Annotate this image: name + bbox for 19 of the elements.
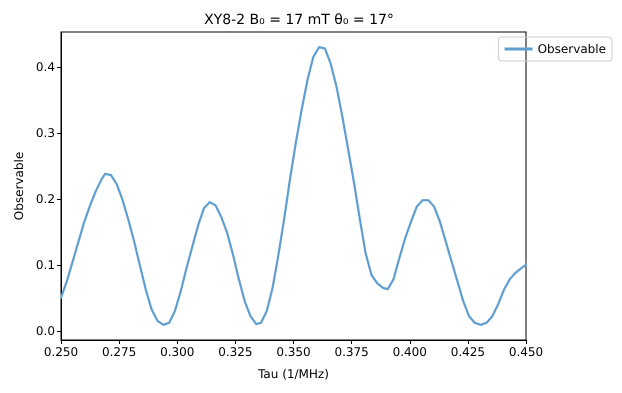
- line-series: [60, 46, 528, 326]
- x-tick-label: 0.275: [102, 345, 136, 359]
- y-tick-label: 0.3: [36, 126, 55, 140]
- legend-label: Observable: [538, 42, 606, 56]
- y-tick-label: 0.1: [36, 258, 55, 272]
- y-tick-label: 0.4: [36, 60, 55, 74]
- x-tick-label: 0.425: [450, 345, 486, 359]
- x-tick-label: 0.325: [218, 345, 253, 359]
- y-tick-label: 0.0: [36, 324, 55, 338]
- x-tick-label: 0.375: [334, 345, 369, 359]
- chart-title: XY8-2 B₀ = 17 mT θ₀ = 17°: [204, 12, 394, 28]
- y-axis-title: Observable: [12, 152, 26, 220]
- y-tick-label: 0.2: [36, 192, 55, 206]
- x-tick-label: 0.300: [160, 345, 194, 359]
- x-tick-label: 0.400: [392, 345, 427, 359]
- x-tick-label: 0.250: [44, 345, 78, 359]
- x-axis-title: Tau (1/MHz): [257, 367, 329, 381]
- x-tick-label: 0.350: [276, 345, 311, 359]
- x-tick-label: 0.450: [508, 345, 544, 359]
